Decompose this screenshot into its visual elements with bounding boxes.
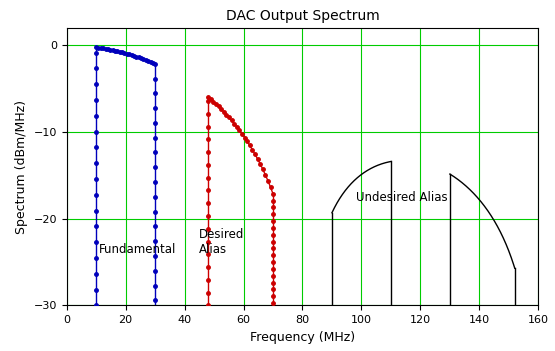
Y-axis label: Spectrum (dBm/MHz): Spectrum (dBm/MHz)	[15, 100, 28, 234]
Text: Undesired Alias: Undesired Alias	[356, 191, 447, 204]
X-axis label: Frequency (MHz): Frequency (MHz)	[250, 331, 355, 344]
Title: DAC Output Spectrum: DAC Output Spectrum	[225, 9, 380, 23]
Text: Desired
Alias: Desired Alias	[199, 229, 245, 256]
Text: Fundamental: Fundamental	[99, 243, 176, 256]
